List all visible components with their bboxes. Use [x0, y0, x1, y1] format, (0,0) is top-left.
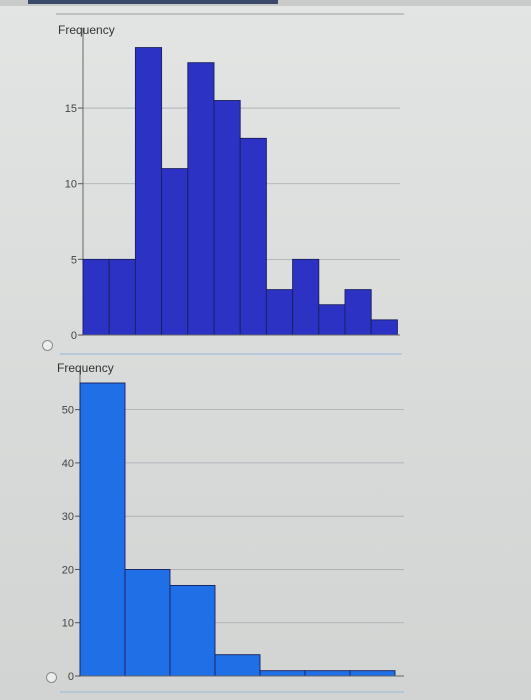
histogram-bar: [344, 289, 372, 336]
histogram-bar: [79, 382, 126, 677]
y-tick-label: 0: [68, 671, 74, 683]
option-radio-1[interactable]: [42, 340, 53, 351]
y-tick-label: 0: [71, 330, 77, 342]
option-radio-2[interactable]: [46, 672, 57, 683]
histogram-bar: [304, 670, 351, 677]
histogram-bar: [161, 168, 189, 336]
y-tick-label: 20: [62, 564, 74, 576]
histogram-bar: [265, 289, 294, 336]
y-tick-label: 30: [62, 511, 74, 523]
histogram-bar: [108, 258, 136, 336]
y-axis-label: Frequency: [58, 23, 115, 37]
histogram-bar: [292, 258, 320, 336]
histogram-bar: [259, 670, 306, 677]
y-tick-label: 5: [71, 254, 77, 266]
y-tick-label: 40: [62, 458, 74, 470]
histogram-bar: [134, 47, 163, 336]
y-tick-label: 10: [62, 618, 74, 630]
histogram-bar: [239, 137, 267, 336]
y-axis-label: Frequency: [57, 361, 114, 375]
histogram-bar: [169, 584, 216, 677]
y-tick-label: 10: [65, 179, 77, 191]
top-edge: [0, 0, 531, 6]
histogram-bar: [214, 654, 261, 677]
y-tick-label: 50: [62, 405, 74, 417]
histogram-bar: [318, 304, 346, 336]
top-edge-accent: [28, 0, 278, 4]
histogram-bar: [349, 670, 396, 677]
histogram-bar: [124, 569, 171, 677]
y-tick-label: 15: [65, 103, 77, 115]
histogram-bar: [213, 100, 241, 336]
